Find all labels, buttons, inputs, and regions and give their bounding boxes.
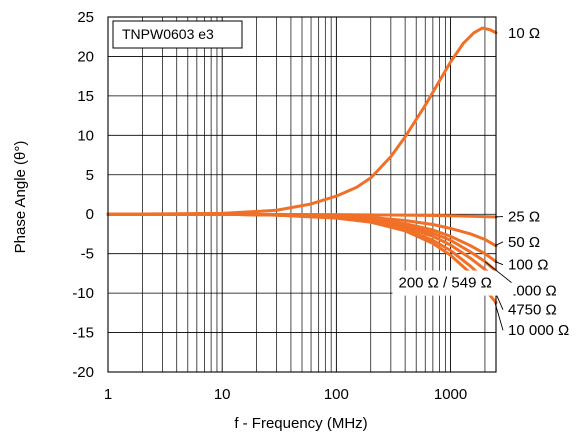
- x-axis-label: f - Frequency (MHz): [234, 415, 367, 432]
- inset-label: TNPW0603 e3: [122, 26, 214, 42]
- grid-layer: [108, 17, 496, 372]
- y-axis-label: Phase Angle (θ°): [12, 141, 29, 254]
- y-tick-label: -5: [81, 246, 94, 263]
- series-label: 100 Ω: [508, 257, 548, 274]
- x-tick-label: 1000: [434, 386, 467, 403]
- series-label: 25 Ω: [508, 209, 540, 226]
- y-tick-label: -10: [72, 285, 94, 302]
- y-tick-label: -15: [72, 325, 94, 342]
- series-label: 10 000 Ω: [508, 322, 569, 339]
- y-tick-label: -20: [72, 364, 94, 381]
- y-tick-label: 5: [86, 167, 94, 184]
- y-tick-label: 25: [77, 9, 94, 26]
- x-tick-label: 100: [324, 386, 349, 403]
- annotation-layer: 10 Ω 25 Ω 50 Ω 100 Ω 1000 Ω 4750 Ω 10 000 Ω 200…: [392, 25, 569, 339]
- y-tick-label: 20: [77, 48, 94, 65]
- series-label: 50 Ω: [508, 234, 540, 251]
- y-tick-label: 15: [77, 88, 94, 105]
- series-label: 4750 Ω: [508, 302, 557, 319]
- series-label: 10 Ω: [508, 25, 540, 42]
- series-label: 1000 Ω: [508, 283, 557, 300]
- y-tick-label: 0: [86, 206, 94, 223]
- axis-layer: -20 -15 -10 -5 0 5 10 15 20 25 1 10 100 1000: [72, 9, 496, 403]
- x-tick-label: 10: [214, 386, 231, 403]
- y-tick-label: 10: [77, 127, 94, 144]
- annotation-label: 200 Ω / 549 Ω: [398, 275, 491, 292]
- x-tick-label: 1: [104, 386, 112, 403]
